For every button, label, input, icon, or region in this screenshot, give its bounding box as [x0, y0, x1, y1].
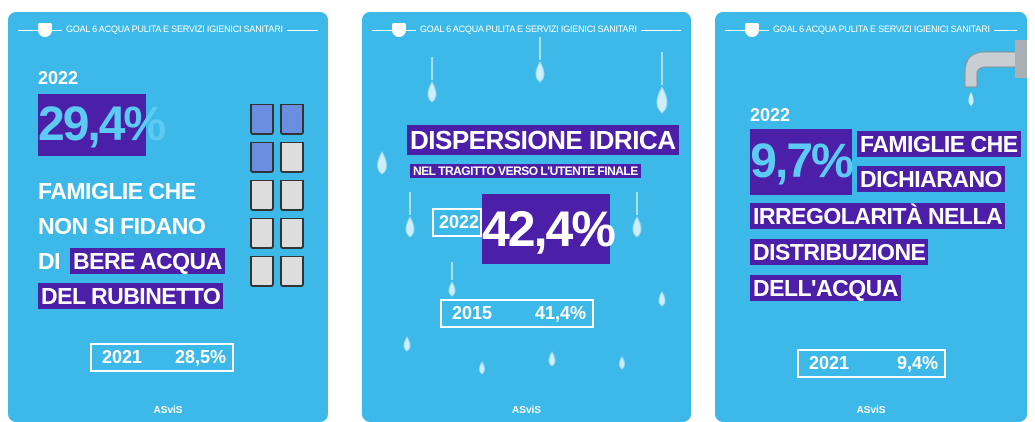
glass — [280, 256, 304, 287]
highlight: IRREGOLARITÀ NELLA — [750, 203, 1005, 229]
highlight: DEL RUBINETTO — [38, 283, 223, 309]
glass — [280, 180, 304, 211]
highlight: DELL'ACQUA — [750, 275, 901, 301]
logo: ASviS — [362, 405, 691, 416]
glass — [250, 142, 274, 173]
previous-year: 2015 — [452, 303, 492, 324]
header: GOAL 6 ACQUA PULITA E SERVIZI IGIENICI S… — [62, 24, 287, 34]
goal-icon — [745, 23, 759, 37]
year: 2022 — [750, 105, 790, 126]
previous-box: 2021 9,4% — [797, 349, 946, 378]
logo: ASviS — [8, 405, 328, 416]
previous-value: 41,4% — [535, 303, 586, 324]
text-line: DICHIARANO — [857, 166, 1005, 193]
title: DISPERSIONE IDRICA — [407, 125, 679, 156]
value: 42,4% — [482, 194, 610, 264]
previous-year: 2021 — [809, 353, 849, 374]
text-line: IRREGOLARITÀ NELLA — [750, 203, 1005, 230]
value: 9,7% — [750, 129, 852, 195]
previous-value: 28,5% — [175, 347, 226, 368]
header: GOAL 6 ACQUA PULITA E SERVIZI IGIENICI S… — [416, 24, 641, 34]
previous-value: 9,4% — [897, 353, 938, 374]
text-line: DEL RUBINETTO — [38, 283, 223, 310]
text-line: BERE ACQUA — [70, 248, 225, 275]
year: 2022 — [38, 68, 78, 89]
header: GOAL 6 ACQUA PULITA E SERVIZI IGIENICI S… — [769, 24, 994, 34]
year-box: 2022 — [432, 208, 482, 237]
card: GOAL 6 ACQUA PULITA E SERVIZI IGIENICI S… — [362, 12, 691, 422]
glass — [280, 218, 304, 249]
text-line: FAMIGLIE CHE — [38, 178, 196, 205]
text-line: DELL'ACQUA — [750, 275, 901, 302]
goal-icon — [38, 23, 52, 37]
highlight: BERE ACQUA — [70, 248, 225, 274]
card: GOAL 6 ACQUA PULITA E SERVIZI IGIENICI S… — [8, 12, 328, 422]
previous-box: 2021 28,5% — [90, 343, 234, 372]
glass — [280, 104, 304, 135]
highlight: DISTRIBUZIONE — [750, 239, 928, 265]
logo: ASviS — [715, 405, 1027, 416]
highlight: DISPERSIONE IDRICA — [407, 125, 679, 155]
text-line: FAMIGLIE CHE — [857, 131, 1021, 158]
subtitle: NEL TRAGITTO VERSO L'UTENTE FINALE — [410, 164, 641, 178]
text-line: DI — [38, 248, 60, 275]
glass — [250, 180, 274, 211]
highlight: FAMIGLIE CHE — [857, 131, 1021, 157]
glass — [250, 104, 274, 135]
previous-year: 2021 — [102, 347, 142, 368]
value: 29,4% — [38, 94, 146, 156]
page: GOAL 6 ACQUA PULITA E SERVIZI IGIENICI S… — [0, 0, 1035, 417]
card: GOAL 6 ACQUA PULITA E SERVIZI IGIENICI S… — [715, 12, 1027, 422]
glass — [280, 142, 304, 173]
highlight: DICHIARANO — [857, 166, 1005, 192]
text-line: NON SI FIDANO — [38, 213, 205, 240]
year: 2022 — [439, 212, 479, 233]
previous-box: 2015 41,4% — [440, 299, 594, 328]
text-line: DISTRIBUZIONE — [750, 239, 928, 266]
goal-icon — [392, 23, 406, 37]
glass — [250, 218, 274, 249]
highlight: NEL TRAGITTO VERSO L'UTENTE FINALE — [410, 164, 641, 178]
glass — [250, 256, 274, 287]
